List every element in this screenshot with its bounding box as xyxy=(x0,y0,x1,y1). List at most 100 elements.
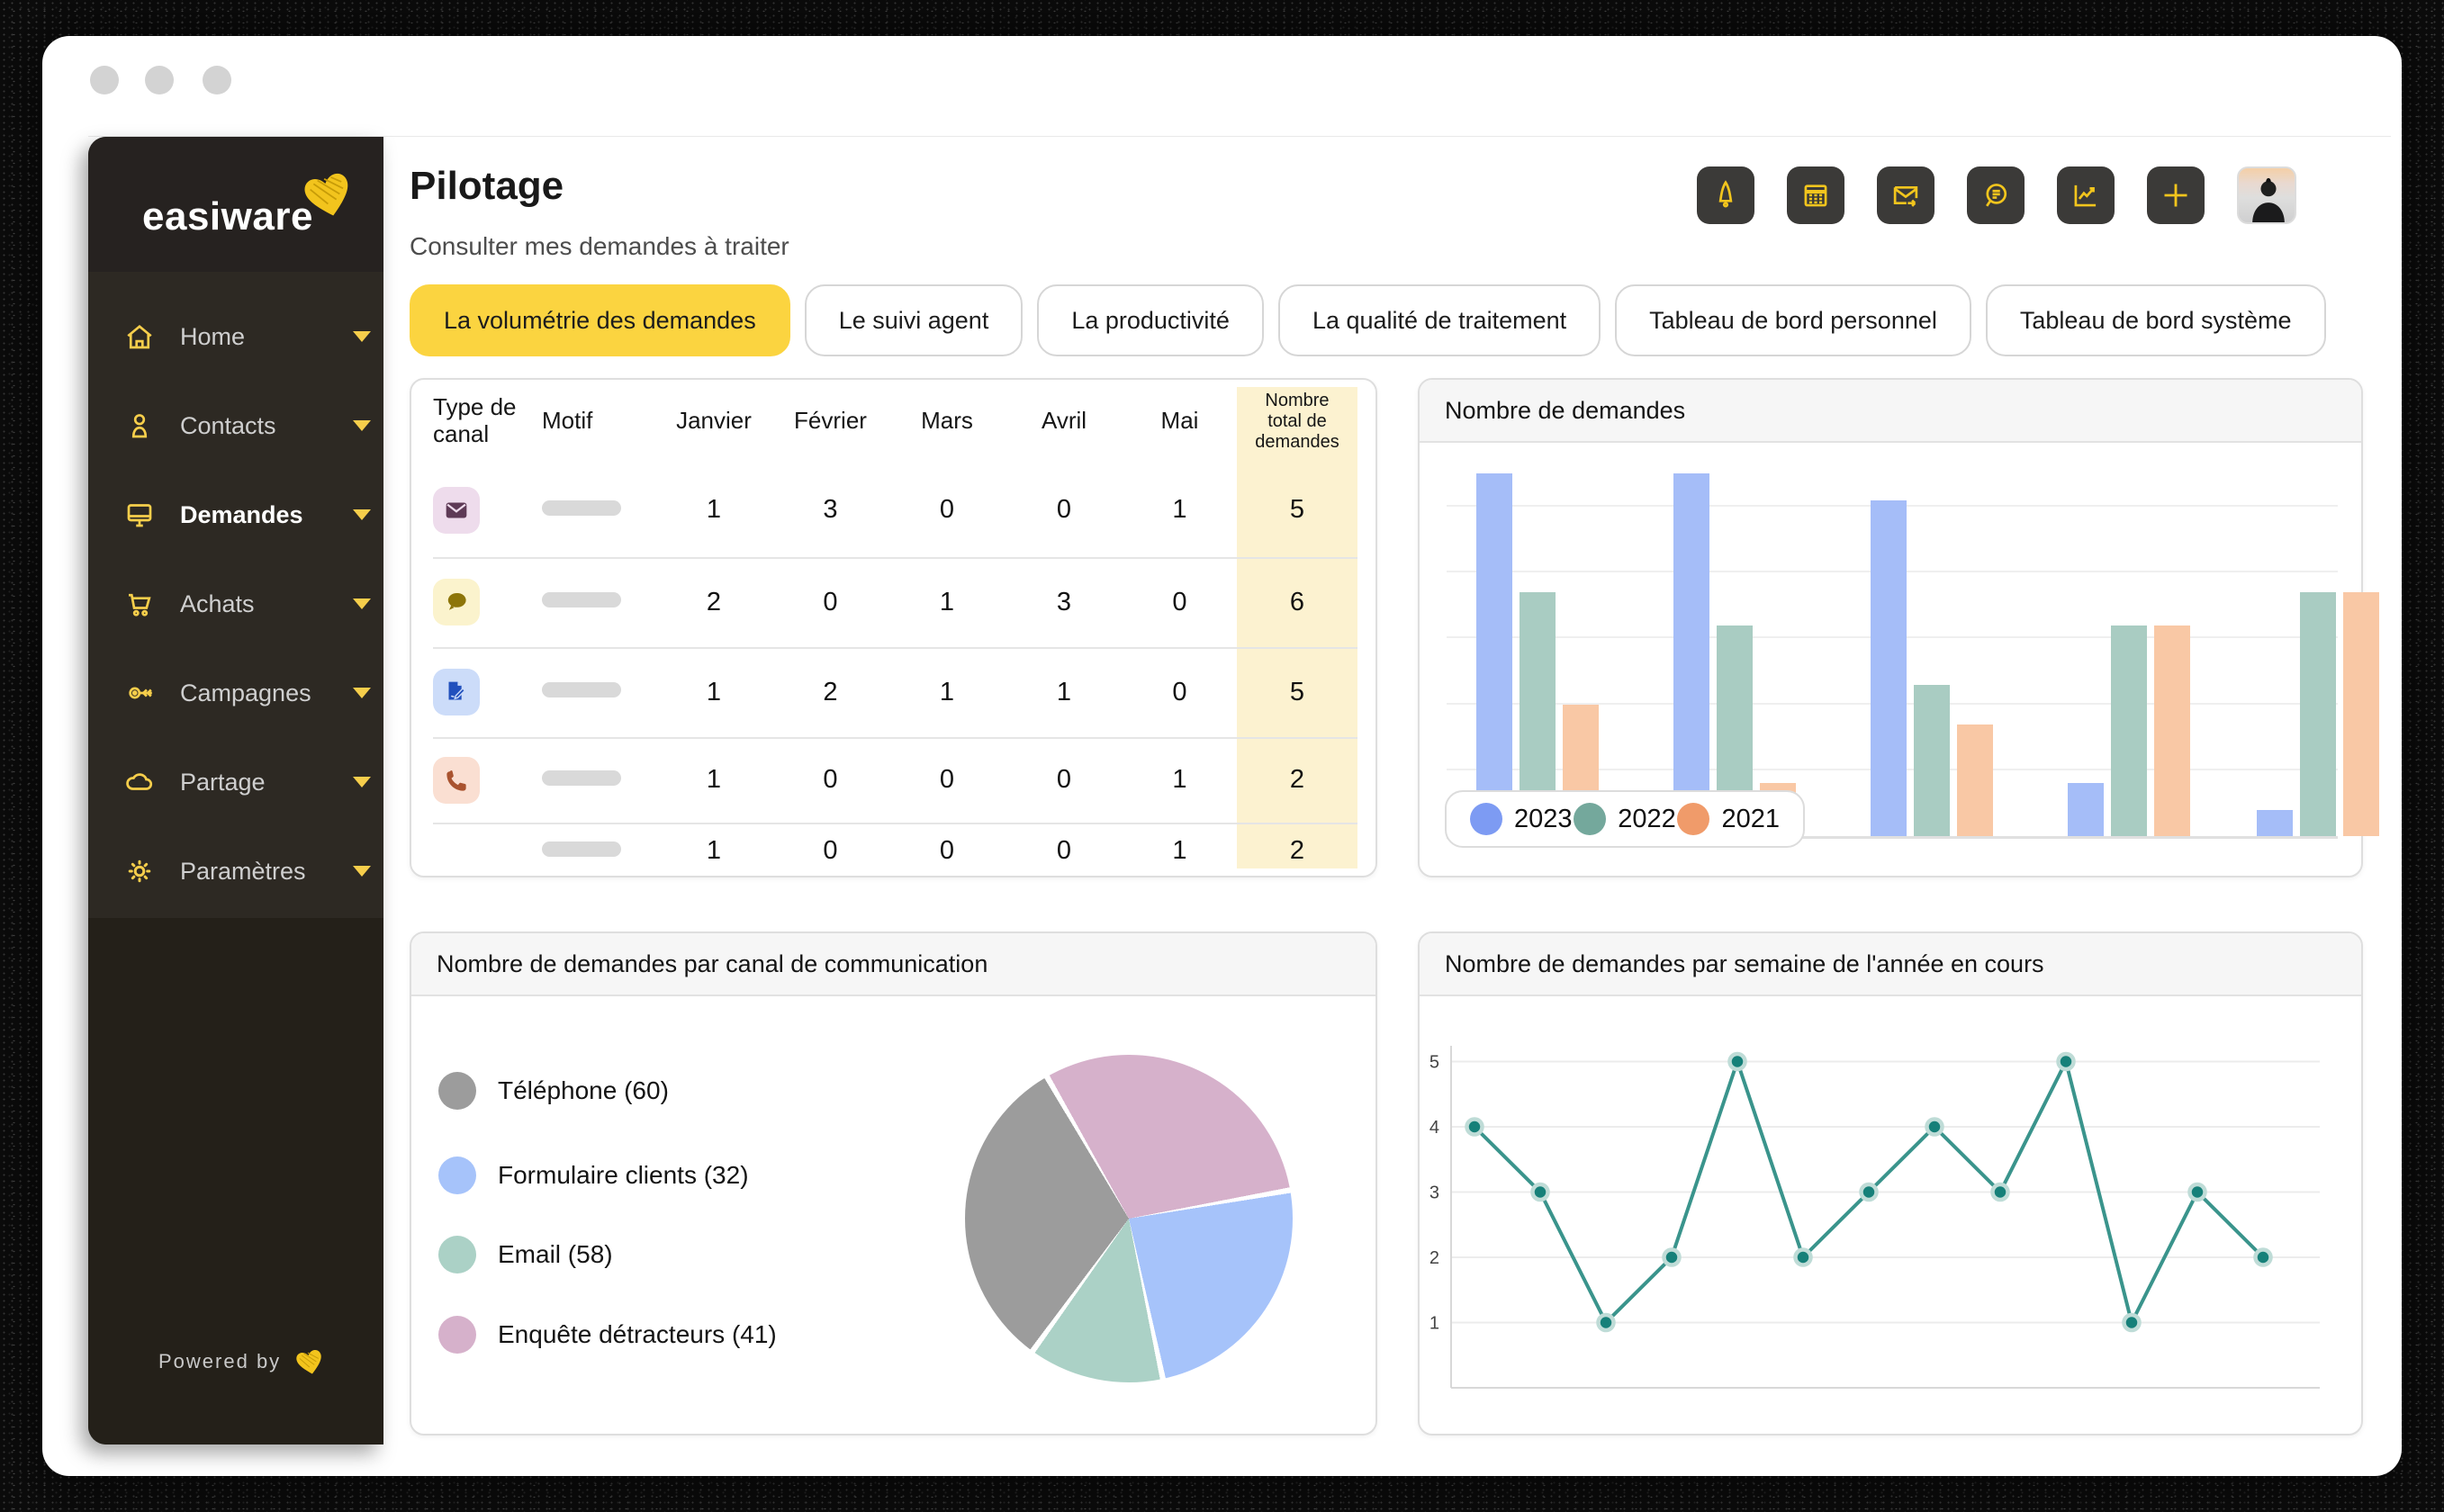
legend-label: 2022 xyxy=(1618,804,1676,833)
dashboard-tabs: La volumétrie des demandes Le suivi agen… xyxy=(410,284,2326,356)
legend-swatch xyxy=(438,1072,476,1110)
calendar-button[interactable] xyxy=(1787,166,1844,224)
notifications-button[interactable] xyxy=(1697,166,1754,224)
chevron-down-icon xyxy=(353,509,371,520)
cell-total: 2 xyxy=(1289,836,1305,865)
data-point-week-4 xyxy=(1662,1247,1682,1267)
y-tick-label: 3 xyxy=(1429,1184,1439,1203)
y-tick-label: 4 xyxy=(1429,1118,1439,1138)
sidebar-item-achats[interactable]: Achats xyxy=(88,576,383,632)
add-button[interactable] xyxy=(2147,166,2205,224)
sidebar-item-campagnes[interactable]: Campagnes xyxy=(88,665,383,721)
user-avatar[interactable] xyxy=(2237,166,2296,224)
window-control-dot-3[interactable] xyxy=(203,66,231,94)
sidebar-item-label: Home xyxy=(180,322,246,350)
sidebar-item-label: Partage xyxy=(180,768,266,796)
tab-qualite[interactable]: La qualité de traitement xyxy=(1277,284,1601,356)
bar-chart-panel: Nombre de demandes 2023 2022 2021 xyxy=(1418,378,2379,878)
legend-swatch xyxy=(438,1156,476,1194)
table-row: 2 0 1 3 0 6 xyxy=(411,557,1375,647)
chevron-down-icon xyxy=(353,331,371,342)
sidebar-item-partage[interactable]: Partage xyxy=(88,754,383,810)
legend-label: Formulaire clients (32) xyxy=(498,1161,749,1189)
phone-channel-icon xyxy=(433,756,480,804)
cell-value: 2 xyxy=(823,677,838,706)
cell-value: 0 xyxy=(1172,677,1187,706)
email-channel-icon xyxy=(433,486,480,534)
page-title: Pilotage xyxy=(410,164,564,208)
legend-label: Enquête détracteurs (41) xyxy=(498,1320,777,1348)
cell-total: 5 xyxy=(1289,495,1305,524)
col-header-month: Avril xyxy=(1041,407,1087,435)
cell-value: 2 xyxy=(706,587,722,616)
plus-icon xyxy=(2164,184,2187,207)
bar-2021-group4 xyxy=(2154,625,2190,836)
tab-suivi-agent[interactable]: Le suivi agent xyxy=(804,284,1024,356)
tab-productivite[interactable]: La productivité xyxy=(1037,284,1264,356)
sidebar-item-label: Demandes xyxy=(180,500,303,528)
sidebar-item-parametres[interactable]: Paramètres xyxy=(88,843,383,899)
cell-value: 1 xyxy=(706,836,722,865)
table-row: 1 2 1 1 0 5 xyxy=(411,647,1375,737)
legend-swatch xyxy=(1677,803,1710,835)
avatar-person xyxy=(2252,177,2285,222)
cell-value: 1 xyxy=(1172,836,1187,865)
col-header-month: Février xyxy=(794,407,867,435)
motif-placeholder xyxy=(542,500,621,516)
analytics-button[interactable] xyxy=(2057,166,2115,224)
cell-value: 0 xyxy=(823,836,838,865)
panel-header: Nombre de demandes xyxy=(1420,380,2361,443)
tab-tdb-personnel[interactable]: Tableau de bord personnel xyxy=(1615,284,1971,356)
bar-2023-group4 xyxy=(2068,783,2104,836)
heart-logo-icon xyxy=(295,163,363,230)
sidebar-item-contacts[interactable]: Contacts xyxy=(88,398,383,454)
data-point-week-7 xyxy=(1859,1182,1879,1202)
tab-tdb-systeme[interactable]: Tableau de bord système xyxy=(1985,284,2326,356)
tab-volumetrie[interactable]: La volumétrie des demandes xyxy=(410,284,790,356)
col-header-total: Nombre total de demandes xyxy=(1255,390,1339,452)
bar-2022-group3 xyxy=(1914,684,1950,836)
legend-swatch xyxy=(1470,803,1502,835)
window-control-dot-2[interactable] xyxy=(145,66,174,94)
data-point-week-10 xyxy=(2056,1051,2076,1072)
legend-item-2021: 2021 xyxy=(1677,803,1780,835)
cell-value: 1 xyxy=(939,677,955,706)
chevron-down-icon xyxy=(353,866,371,877)
y-tick-label: 5 xyxy=(1429,1053,1439,1073)
page-subtitle: Consulter mes demandes à traiter xyxy=(410,232,789,260)
bar-2023-group1 xyxy=(1476,473,1512,836)
table-row: 1 3 0 0 1 5 xyxy=(411,463,1375,557)
col-header-month: Mai xyxy=(1160,407,1199,435)
cell-value: 1 xyxy=(1172,495,1187,524)
app-window: easiware Home Contacts Demandes xyxy=(42,36,2402,1476)
data-point-week-11 xyxy=(2122,1312,2142,1333)
col-header-month: Janvier xyxy=(676,407,752,435)
sidebar-item-demandes[interactable]: Demandes xyxy=(88,487,383,543)
data-point-week-6 xyxy=(1793,1247,1813,1267)
chat-search-button[interactable] xyxy=(1967,166,2025,224)
col-header-channel: Type de canal xyxy=(433,393,517,447)
sidebar-item-label: Achats xyxy=(180,590,255,617)
bar-chart-legend: 2023 2022 2021 xyxy=(1445,790,1805,848)
home-icon xyxy=(122,320,157,354)
calendar-icon xyxy=(1804,184,1827,207)
legend-item-2023: 2023 xyxy=(1470,803,1573,835)
bar-2021-group3 xyxy=(1957,724,1993,836)
powered-by: Powered by xyxy=(158,1347,326,1376)
cell-value: 3 xyxy=(823,495,838,524)
line-chart-panel: Nombre de demandes par semaine de l'anné… xyxy=(1418,932,2363,1436)
sidebar-item-home[interactable]: Home xyxy=(88,309,383,364)
contacts-icon xyxy=(122,409,157,443)
send-mail-button[interactable] xyxy=(1877,166,1934,224)
cell-value: 0 xyxy=(939,495,955,524)
easiware-logo: easiware xyxy=(142,194,313,238)
window-control-dot-1[interactable] xyxy=(90,66,119,94)
row-divider xyxy=(433,557,1357,559)
bar-2023-group2 xyxy=(1673,473,1709,836)
cell-value: 1 xyxy=(1056,677,1072,706)
legend-item-email: Email (58) xyxy=(438,1236,613,1274)
bell-icon xyxy=(1718,180,1733,208)
panel-title: Nombre de demandes xyxy=(1445,396,1686,424)
heart-logo-icon xyxy=(296,1349,321,1374)
chat-search-icon xyxy=(1986,184,2007,207)
